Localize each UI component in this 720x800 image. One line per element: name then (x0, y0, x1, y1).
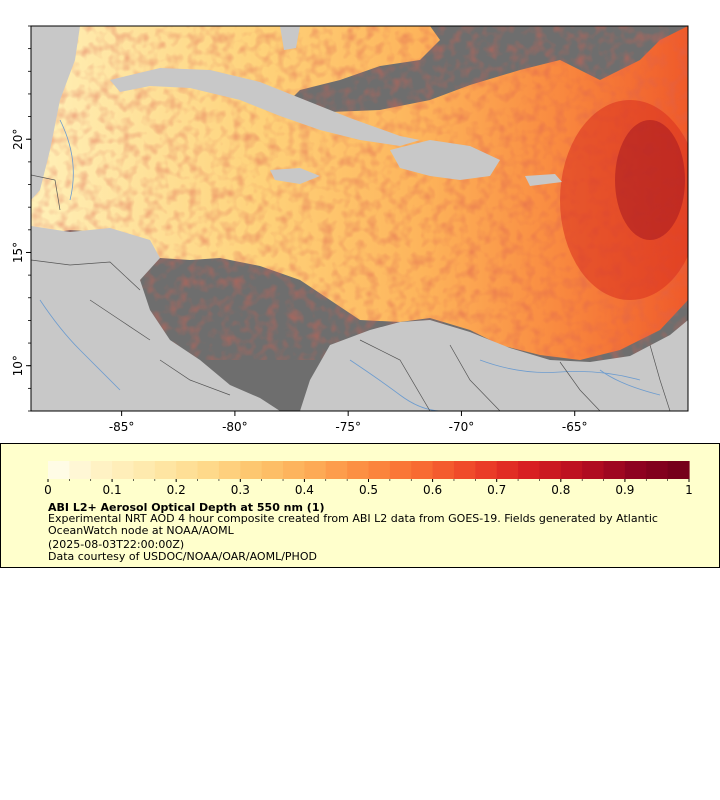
colorbar-cell (90, 461, 113, 479)
hispaniola-land (390, 140, 500, 180)
rivers (39, 119, 661, 411)
colorbar-cell (667, 461, 690, 479)
borders (31, 174, 671, 411)
colorbar-cell (69, 461, 92, 479)
colorbar-tick-label: 1 (685, 483, 693, 496)
colorbar: 0 0.1 0.2 0.3 0.4 0.5 0.6 0.7 0.8 0.9 1 (44, 461, 693, 496)
jamaica-land (270, 168, 320, 184)
yucatan-land (31, 26, 80, 200)
colorbar-tick-label: 0 (44, 483, 52, 496)
colorbar-cell (411, 461, 434, 479)
lon-tick-label: -70° (449, 420, 475, 434)
lon-tick-label: -75° (335, 420, 361, 434)
colorbar-cell (603, 461, 626, 479)
colorbar-tick-label: 0.2 (167, 483, 186, 496)
legend-title: ABI L2+ Aerosol Optical Depth at 550 nm … (48, 501, 325, 514)
colorbar-tick-label: 0.8 (551, 483, 570, 496)
colorbar-cell (624, 461, 647, 479)
colorbar-cell (133, 461, 156, 479)
colorbar-cell (432, 461, 455, 479)
colorbar-cell (176, 461, 199, 479)
aod-field-texture (31, 26, 688, 360)
map-frame-border (30, 25, 689, 412)
colorbar-cell (347, 461, 370, 479)
colorbar-tick-label: 0.7 (487, 483, 506, 496)
lon-tick-label: -80° (222, 420, 248, 434)
colorbar-cell (496, 461, 519, 479)
colorbar-cell (582, 461, 605, 479)
aod-high-core-inner (615, 120, 685, 240)
colorbar-cell (218, 461, 241, 479)
colorbar-cell (518, 461, 541, 479)
latitude-axis: 20° 15° 10° (11, 25, 31, 412)
colorbar-cell (154, 461, 177, 479)
colorbar-cell (646, 461, 669, 479)
colorbar-cell (368, 461, 391, 479)
lat-tick-label: 15° (11, 242, 25, 263)
colorbar-ticks: 0 0.1 0.2 0.3 0.4 0.5 0.6 0.7 0.8 0.9 1 (44, 479, 693, 496)
lat-tick-label: 10° (11, 355, 25, 376)
aod-map: 20° 15° 10° -85° -80° -75° -70° -65° (11, 25, 689, 434)
colorbar-cell (112, 461, 135, 479)
colorbar-cell (475, 461, 498, 479)
colorbar-tick-label: 0.6 (423, 483, 442, 496)
south-america-land (300, 320, 688, 411)
colorbar-cell (560, 461, 583, 479)
bahamas-land (280, 26, 300, 50)
lat-tick-label: 20° (11, 129, 25, 150)
colorbar-cell (197, 461, 220, 479)
colorbar-cell (389, 461, 412, 479)
colorbar-tick-label: 0.9 (615, 483, 634, 496)
colorbar-tick-label: 0.4 (295, 483, 314, 496)
central-america-land (31, 226, 280, 411)
cuba-land (110, 68, 420, 146)
colorbar-tick-label: 0.3 (231, 483, 250, 496)
legend-credit: Data courtesy of USDOC/NOAA/OAR/AOML/PHO… (48, 550, 317, 563)
aod-high-core (560, 100, 688, 300)
colorbar-cell (261, 461, 284, 479)
colorbar-cell (453, 461, 476, 479)
lon-tick-label: -85° (109, 420, 135, 434)
lon-tick-label: -65° (562, 420, 588, 434)
colorbar-cell (240, 461, 263, 479)
longitude-axis: -85° -80° -75° -70° -65° (109, 411, 588, 434)
legend-panel: 0 0.1 0.2 0.3 0.4 0.5 0.6 0.7 0.8 0.9 1 ABI L2+ Ae… (0, 443, 720, 568)
puerto-rico-land (525, 174, 562, 186)
colorbar-cells (48, 461, 690, 479)
colorbar-cell (283, 461, 305, 479)
colorbar-cell (48, 461, 70, 479)
colorbar-tick-label: 0.5 (359, 483, 378, 496)
legend-description: Experimental NRT AOD 4 hour composite cr… (48, 512, 658, 537)
colorbar-cell (304, 461, 327, 479)
colorbar-cell (325, 461, 348, 479)
colorbar-cell (539, 461, 562, 479)
colorbar-tick-label: 0.1 (103, 483, 122, 496)
legend-time: (2025-08-03T22:00:00Z) (48, 538, 185, 551)
